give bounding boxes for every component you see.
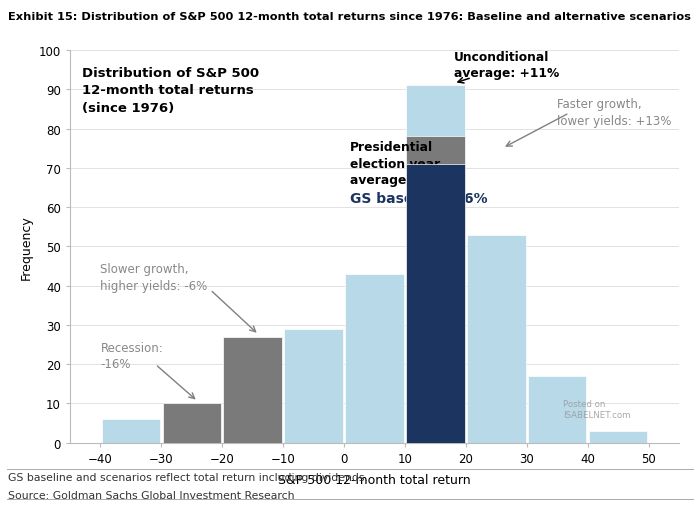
Bar	[223, 337, 282, 443]
Text: Presidential
election year
average: +8%: Presidential election year average: +8%	[350, 141, 447, 187]
Bar	[467, 235, 526, 443]
Bar	[102, 419, 160, 443]
Bar	[406, 86, 465, 443]
Text: Recession:
-16%: Recession: -16%	[101, 341, 163, 371]
Text: Source: Goldman Sachs Global Investment Research: Source: Goldman Sachs Global Investment …	[8, 490, 295, 500]
Y-axis label: Frequency: Frequency	[20, 215, 33, 279]
Text: Exhibit 15: Distribution of S&P 500 12-month total returns since 1976: Baseline : Exhibit 15: Distribution of S&P 500 12-m…	[8, 12, 692, 22]
Text: GS baseline: +6%: GS baseline: +6%	[350, 192, 488, 206]
Bar	[162, 435, 221, 443]
Bar	[406, 137, 465, 443]
Bar	[162, 404, 221, 443]
Text: Slower growth,
higher yields: -6%: Slower growth, higher yields: -6%	[101, 263, 208, 292]
Bar	[223, 360, 282, 443]
Text: Distribution of S&P 500
12-month total returns
(since 1976): Distribution of S&P 500 12-month total r…	[82, 67, 259, 115]
Bar	[284, 329, 343, 443]
Text: Posted on
ISABELNET.com: Posted on ISABELNET.com	[564, 399, 631, 419]
Text: Faster growth,
lower yields: +13%: Faster growth, lower yields: +13%	[557, 98, 671, 127]
Bar	[528, 376, 587, 443]
Text: Unconditional
average: +11%: Unconditional average: +11%	[454, 51, 559, 80]
X-axis label: S&P 500 12-month total return: S&P 500 12-month total return	[278, 473, 471, 486]
Bar	[345, 274, 404, 443]
Bar	[406, 164, 465, 443]
Bar	[589, 431, 648, 443]
Text: GS baseline and scenarios reflect total return including dividends.: GS baseline and scenarios reflect total …	[8, 472, 368, 483]
